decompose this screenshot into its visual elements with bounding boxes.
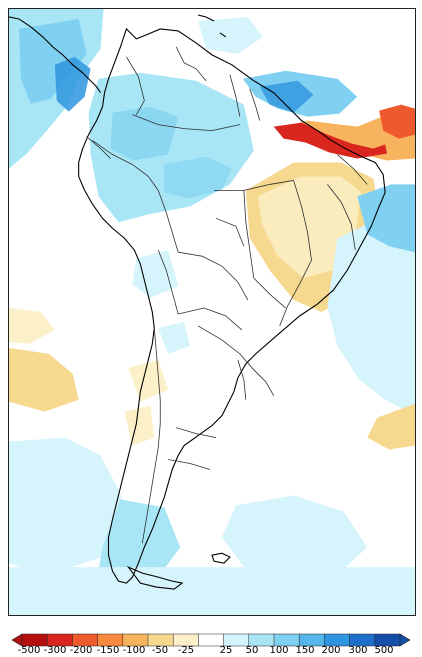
border-argentina-provinces xyxy=(168,427,217,470)
colorbar xyxy=(11,631,411,647)
colorbar-arrow-right xyxy=(399,633,411,647)
border-bolivia-paraguay xyxy=(178,307,243,331)
colorbar-label-12: 200 xyxy=(321,645,341,656)
colorbar-label-3: -200 xyxy=(69,645,93,656)
south-blue-band xyxy=(9,437,129,570)
andes-light-yellow-2 xyxy=(124,405,155,446)
north-atlantic-deep-blue xyxy=(259,80,314,113)
pacific-mid-blue-top xyxy=(18,18,87,104)
amazon-mid-blue-2 xyxy=(164,156,232,199)
south-atlantic-yellow xyxy=(367,403,415,450)
colorbar-label-7: -25 xyxy=(177,645,195,656)
colorbar-label-8: 25 xyxy=(219,645,233,656)
south-tip-islands xyxy=(126,565,184,590)
border-brazil-states-7 xyxy=(337,154,368,185)
border-suriname-french-guiana xyxy=(249,88,261,121)
north-atlantic-light xyxy=(198,16,263,54)
falklands xyxy=(211,552,231,564)
border-brazil-states-6 xyxy=(327,184,356,251)
west-pacific-light-yellow xyxy=(9,308,55,344)
amazon-mid-blue-1 xyxy=(110,106,179,161)
caribbean-islands xyxy=(197,14,227,38)
south-bottom-blue xyxy=(9,567,415,615)
border-ecuador xyxy=(86,136,111,159)
border-brazil-states-8 xyxy=(215,217,245,247)
colorbar-svg xyxy=(11,633,411,647)
north-red-band xyxy=(273,122,388,159)
border-brazil-states-2 xyxy=(243,190,255,279)
border-colombia-peru xyxy=(92,140,159,191)
colorbar-labels: -500 -300 -200 -150 -100 -50 -25 25 50 1… xyxy=(0,645,422,657)
south-blue-band-2 xyxy=(96,499,181,588)
south-atlantic-blue xyxy=(221,495,368,580)
central-america-coast xyxy=(9,16,102,94)
pacific-deep-blue-top xyxy=(54,56,91,112)
northeast-red-patch xyxy=(379,104,415,139)
colorbar-label-13: 300 xyxy=(348,645,368,656)
anomaly-map xyxy=(9,9,415,615)
west-pacific-yellow xyxy=(9,347,79,412)
border-bolivia-brazil xyxy=(178,251,249,301)
colorbar-label-10: 100 xyxy=(269,645,289,656)
andes-light-yellow-1 xyxy=(128,359,169,402)
continent-outline xyxy=(9,14,386,590)
border-brazil-states-3 xyxy=(293,180,312,261)
anomaly-fields xyxy=(9,9,415,615)
border-peru-brazil xyxy=(157,190,179,253)
andes-light-blue-1 xyxy=(132,250,179,299)
border-argentina-uruguay xyxy=(237,359,247,400)
border-brazil-uruguay xyxy=(253,369,275,396)
east-atlantic-blue xyxy=(327,198,415,416)
colorbar-label-11: 150 xyxy=(295,645,315,656)
border-peru-bolivia xyxy=(157,250,179,315)
border-brazil-states-1 xyxy=(213,180,294,191)
border-brazil-states-5 xyxy=(253,277,286,309)
south-america-coastline xyxy=(78,27,386,584)
colorbar-label-1: -500 xyxy=(17,645,41,656)
border-guyana-suriname xyxy=(229,74,241,117)
east-atlantic-mid-blue xyxy=(357,184,415,253)
colorbar-label-9: 50 xyxy=(245,645,259,656)
border-brazil-north xyxy=(132,114,240,132)
colorbar-label-4: -150 xyxy=(96,645,120,656)
andes-light-blue-2 xyxy=(158,321,191,354)
colorbar-label-5: -100 xyxy=(122,645,146,656)
map-panel xyxy=(8,8,416,616)
border-chile-argentina xyxy=(141,327,161,544)
border-brazil-states-4 xyxy=(279,259,312,327)
colorbar-label-6: -50 xyxy=(151,645,169,656)
border-argentina-paraguay xyxy=(197,325,255,371)
border-venezuela-guyana xyxy=(175,46,207,82)
country-borders xyxy=(86,46,368,544)
colorbar-label-2: -300 xyxy=(43,645,67,656)
colorbar-label-14: 500 xyxy=(374,645,394,656)
border-venezuela-colombia xyxy=(126,56,145,115)
